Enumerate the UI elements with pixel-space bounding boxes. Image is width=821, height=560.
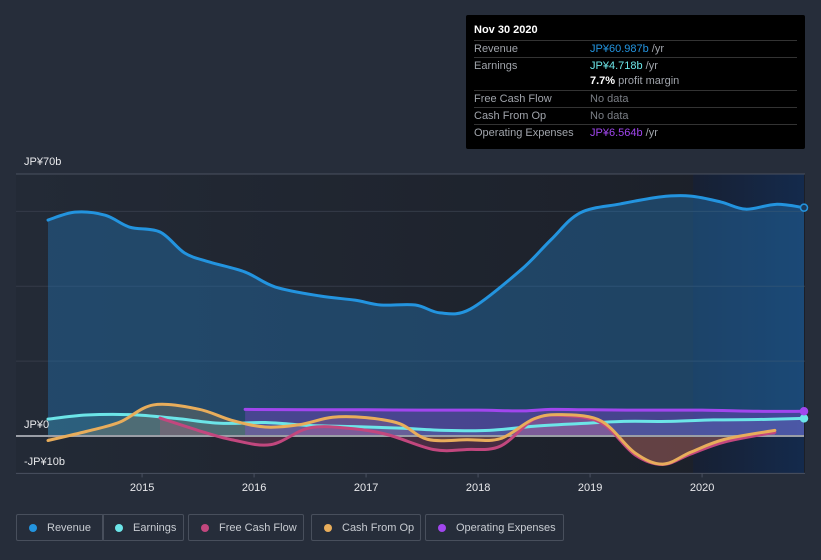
tooltip-label: Free Cash Flow xyxy=(474,93,552,106)
legend-label: Earnings xyxy=(133,521,177,534)
x-tick-label: 2018 xyxy=(465,482,491,494)
tooltip-value: JP¥4.718b /yr xyxy=(590,60,658,72)
legend-dot-icon xyxy=(29,523,37,532)
earnings-line xyxy=(46,412,806,433)
legend-item-free-cash-flow[interactable]: Free Cash Flow xyxy=(188,514,304,541)
legend-item-cash-from-op[interactable]: Cash From Op xyxy=(311,514,421,541)
legend-label: Revenue xyxy=(47,521,92,534)
tooltip-value: JP¥6.564b /yr xyxy=(590,127,658,139)
x-tick-label: 2020 xyxy=(689,482,715,494)
tooltip-value-unit: profit margin xyxy=(615,75,680,88)
tooltip-row: 7.7% profit margin xyxy=(474,73,797,89)
tooltip-value-unit: /yr xyxy=(642,59,658,72)
legend-dot-icon xyxy=(438,523,446,532)
tooltip-label: Earnings xyxy=(474,59,518,72)
tooltip-row: Cash From Op No data xyxy=(474,106,797,124)
hover-highlight xyxy=(693,174,804,474)
revenue-area xyxy=(48,195,804,436)
legend-item-operating-expenses[interactable]: Operating Expenses xyxy=(425,514,564,541)
legend-label: Cash From Op xyxy=(342,521,415,534)
revenue-line xyxy=(46,194,806,316)
tooltip-row: Free Cash Flow No data xyxy=(474,90,797,107)
x-tick-label: 2016 xyxy=(241,482,267,494)
legend-item-earnings[interactable]: Earnings xyxy=(102,514,184,541)
plot-background xyxy=(16,174,805,474)
cash-from-op-line xyxy=(46,402,777,466)
tooltip-value: No data xyxy=(590,93,629,105)
earnings-end-marker xyxy=(799,414,809,423)
tooltip-value-unit: /yr xyxy=(642,126,658,139)
tooltip-value-number: 7.7% xyxy=(590,75,616,88)
legend-label: Free Cash Flow xyxy=(219,521,297,534)
tooltip-value-number: No data xyxy=(590,93,629,106)
x-tick-label: 2017 xyxy=(353,482,379,494)
tooltip-value-number: JP¥4.718b xyxy=(590,59,643,72)
y-tick-label: -JP¥10b xyxy=(24,456,65,468)
tooltip-value: JP¥60.987b /yr xyxy=(590,43,664,55)
legend-dot-icon xyxy=(324,523,332,532)
tooltip: Nov 30 2020 Revenue JP¥60.987b /yr Earning… xyxy=(466,15,805,149)
tooltip-label: Cash From Op xyxy=(474,109,547,122)
legend-dot-icon xyxy=(201,523,209,532)
operating-expenses-end-marker xyxy=(799,407,809,416)
legend-label: Operating Expenses xyxy=(456,521,556,534)
x-tick-label: 2019 xyxy=(577,482,603,494)
operating-expenses-line xyxy=(243,407,806,413)
tooltip-label: Revenue xyxy=(474,43,519,55)
tooltip-label: Operating Expenses xyxy=(474,126,574,139)
tooltip-value: No data xyxy=(590,110,629,122)
tooltip-value-number: JP¥6.564b xyxy=(590,126,643,139)
y-tick-label: JP¥0 xyxy=(24,419,50,431)
tooltip-value-unit: /yr xyxy=(648,43,664,55)
tooltip-row: Revenue JP¥60.987b /yr xyxy=(474,40,797,57)
tooltip-date: Nov 30 2020 xyxy=(474,24,538,36)
tooltip-value-number: No data xyxy=(590,109,629,122)
tooltip-value-number: JP¥60.987b xyxy=(590,43,649,55)
legend-dot-icon xyxy=(115,523,123,532)
x-tick-label: 2015 xyxy=(129,482,155,494)
tooltip-row: Operating Expenses JP¥6.564b /yr xyxy=(474,123,797,141)
legend-item-revenue[interactable]: Revenue xyxy=(16,514,104,541)
tooltip-row: Earnings JP¥4.718b /yr xyxy=(474,56,797,74)
y-tick-label: JP¥70b xyxy=(24,156,62,168)
revenue-end-marker xyxy=(799,203,809,212)
tooltip-value: 7.7% profit margin xyxy=(590,75,679,87)
